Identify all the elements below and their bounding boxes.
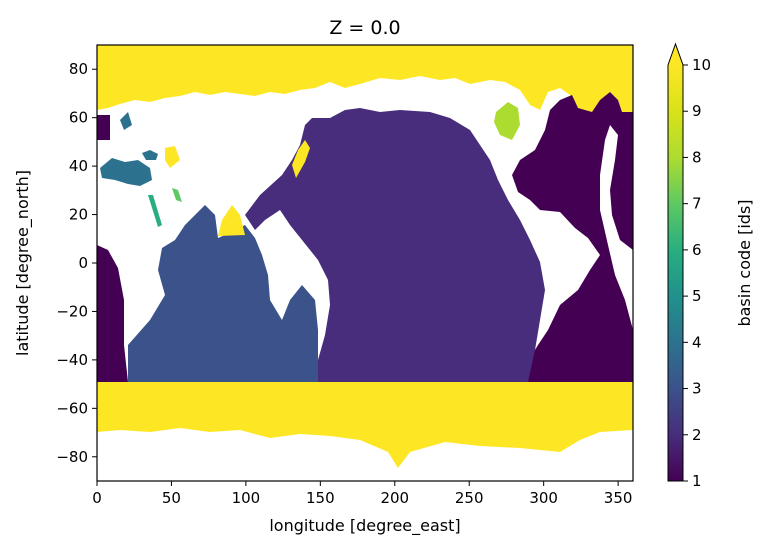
colorbar-tick-label: 5: [692, 287, 702, 305]
y-tick-label: −60: [56, 399, 88, 417]
y-tick-label: 80: [69, 60, 88, 78]
basin-sea-of-japan: [292, 140, 310, 178]
y-tick-label: 0: [78, 254, 88, 272]
x-tick-label: 50: [162, 489, 181, 507]
basin-arctic-ocean: [97, 45, 633, 112]
basin-mediterranean-black: [100, 158, 152, 186]
x-tick-label: 100: [232, 489, 261, 507]
colorbar-tick-label: 10: [692, 56, 711, 74]
colorbar-tick-label: 1: [692, 472, 702, 490]
colorbar-ticks: 1 2 3 4 5 6 7 8 9 10: [683, 56, 711, 490]
colorbar-tick-label: 8: [692, 148, 702, 166]
x-tick-label: 200: [380, 489, 409, 507]
basin-map: [97, 45, 633, 468]
basin-pacific: [245, 108, 545, 382]
y-axis-label: latitude [degree_north]: [13, 170, 33, 356]
colorbar-extend-arrow: [668, 44, 683, 65]
basin-hudson-bay: [494, 102, 520, 140]
y-tick-label: −20: [56, 302, 88, 320]
colorbar-tick-label: 7: [692, 195, 702, 213]
colorbar: 1 2 3 4 5 6 7 8 9 10 basin code [ids]: [667, 42, 754, 490]
basin-red-sea: [148, 195, 162, 227]
colorbar-gradient: [668, 65, 683, 481]
basin-caspian: [142, 150, 158, 160]
colorbar-label: basin code [ids]: [735, 199, 754, 326]
basin-southern-ocean: [97, 382, 633, 468]
basin-persian-gulf: [172, 188, 182, 202]
x-tick-label: 150: [306, 489, 335, 507]
x-axis-ticks: 0 50 100 150 200 250 300 350: [92, 481, 632, 507]
colorbar-tick-label: 4: [692, 333, 702, 351]
basin-atlantic-main: [512, 92, 633, 382]
x-tick-label: 250: [455, 489, 484, 507]
colorbar-tick-label: 3: [692, 380, 702, 398]
y-tick-label: 60: [69, 109, 88, 127]
colorbar-tick-label: 6: [692, 241, 702, 259]
x-tick-label: 300: [529, 489, 558, 507]
basin-baltic: [120, 112, 132, 130]
basin-aral-sea: [165, 146, 180, 168]
x-tick-label: 0: [92, 489, 102, 507]
basin-atlantic-north-strip: [97, 115, 110, 140]
y-tick-label: 20: [69, 206, 88, 224]
colorbar-tick-label: 2: [692, 426, 702, 444]
basin-atlantic-east-strip: [97, 245, 128, 382]
x-tick-label: 350: [604, 489, 633, 507]
y-tick-label: −40: [56, 351, 88, 369]
y-tick-label: 40: [69, 157, 88, 175]
colorbar-tick-label: 9: [692, 102, 702, 120]
y-tick-label: −80: [56, 448, 88, 466]
basin-indian: [128, 205, 318, 382]
y-axis-ticks: −80 −60 −40 −20 0 20 40 60 80: [56, 60, 97, 466]
x-axis-label: longitude [degree_east]: [269, 516, 460, 536]
chart-title: Z = 0.0: [329, 17, 400, 39]
basin-bay-of-bengal: [218, 205, 245, 236]
colorbar-outline: [667, 42, 684, 482]
